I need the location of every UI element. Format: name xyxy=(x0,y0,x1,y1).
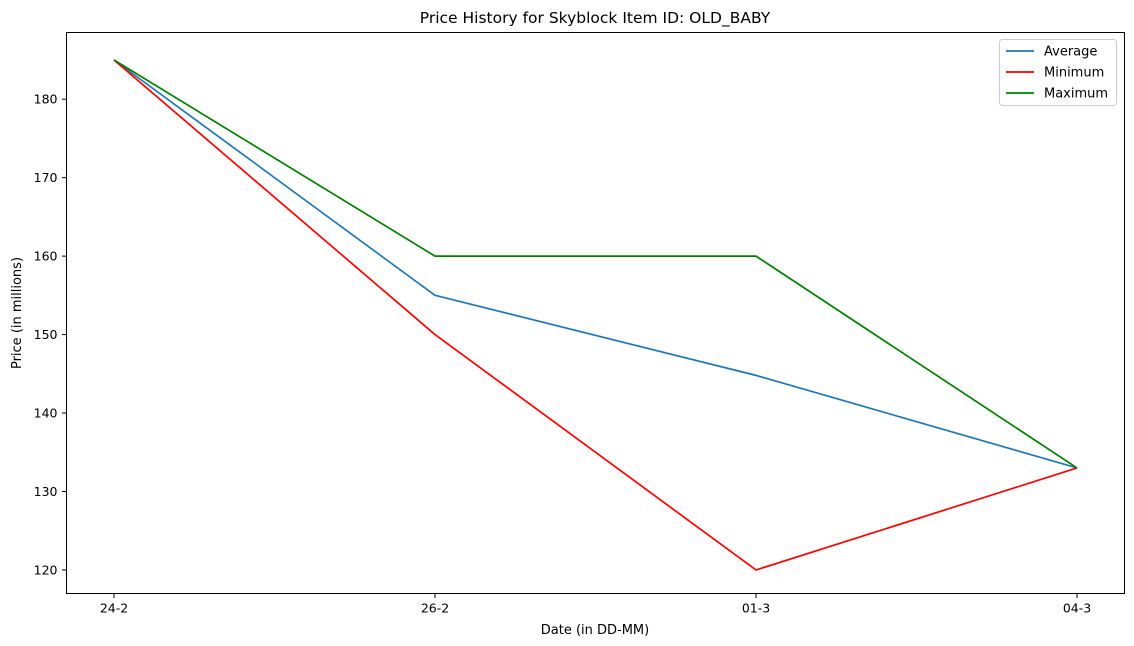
legend: Average Minimum Maximum xyxy=(999,39,1117,106)
y-tick-label: 180 xyxy=(34,92,58,107)
x-tick-label: 04-3 xyxy=(1063,601,1091,616)
legend-box xyxy=(999,39,1117,106)
legend-label-minimum: Minimum xyxy=(1044,66,1104,81)
x-axis-ticks: 24-2 26-2 01-3 04-3 xyxy=(100,593,1091,616)
series-line-maximum xyxy=(113,59,1078,469)
y-tick-label: 120 xyxy=(34,562,58,577)
legend-label-average: Average xyxy=(1044,45,1097,60)
legend-label-maximum: Maximum xyxy=(1044,87,1108,102)
series-layer xyxy=(113,59,1078,571)
y-tick-label: 130 xyxy=(34,484,58,499)
series-line-average xyxy=(113,59,1078,469)
axes-frame xyxy=(66,32,1125,594)
x-tick-label: 26-2 xyxy=(421,601,449,616)
chart-title: Price History for Skyblock Item ID: OLD_… xyxy=(420,9,771,28)
legend-items: Average Minimum Maximum xyxy=(1006,45,1108,102)
x-tick-label: 24-2 xyxy=(100,601,128,616)
y-axis-ticks: 120 130 140 150 160 170 180 xyxy=(34,92,67,577)
y-tick-label: 160 xyxy=(34,249,58,264)
y-axis-label: Price (in millions) xyxy=(10,257,25,369)
y-tick-label: 150 xyxy=(34,327,58,342)
series-line-minimum xyxy=(113,59,1078,571)
y-tick-label: 140 xyxy=(34,406,58,421)
x-tick-label: 01-3 xyxy=(742,601,770,616)
plot-area: 24-2 26-2 01-3 04-3 120 130 140 150 160 170 180 xyxy=(34,32,1125,616)
x-axis-label: Date (in DD-MM) xyxy=(541,623,649,638)
y-tick-label: 170 xyxy=(34,170,58,185)
